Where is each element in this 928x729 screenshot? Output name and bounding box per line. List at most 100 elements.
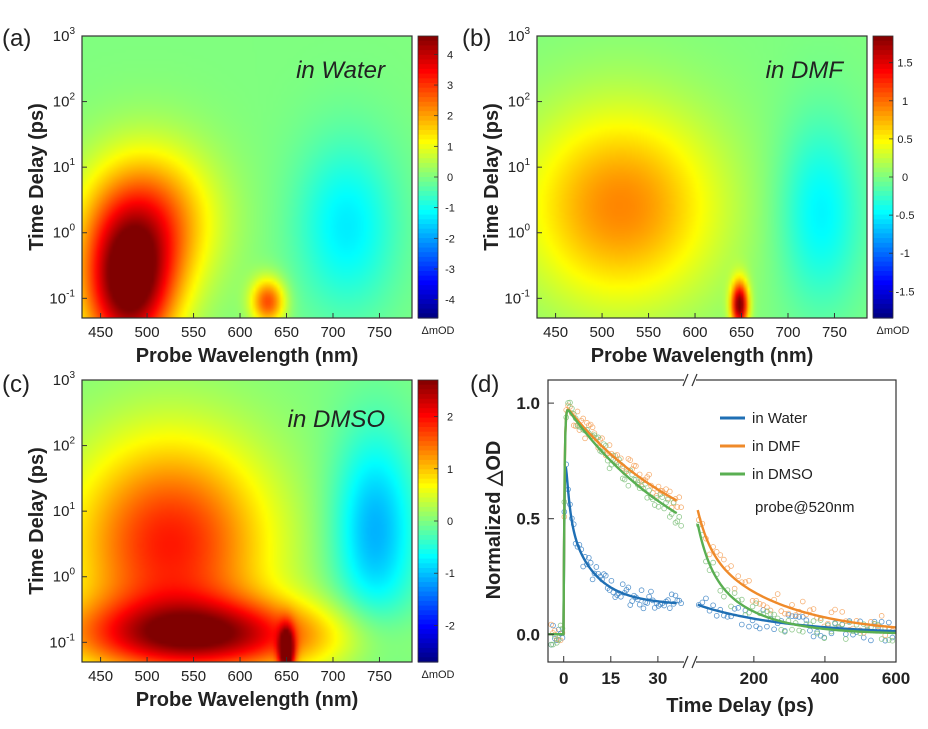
x-ticks-a: 450 500 550 600 650 700 750 bbox=[88, 313, 392, 341]
y-axis-title-d: Normalized △OD bbox=[483, 441, 505, 600]
colorbar-segment-c bbox=[418, 530, 438, 536]
data-point-in-dmso bbox=[668, 511, 675, 517]
colorbar-segment-c bbox=[418, 478, 438, 484]
colorbar-segment-a bbox=[418, 68, 438, 75]
fit-line-right-in-dmf bbox=[696, 509, 897, 629]
panel-b: (b) in DMF 450 500 550 600 650 700 750 10-1100… bbox=[462, 25, 914, 367]
panel-c: (c) in DMSO 450 500 550 600 650 700 750 10-110… bbox=[2, 370, 455, 711]
data-point-in-dmf bbox=[678, 504, 684, 510]
y-tick-label-b: 102 bbox=[508, 92, 531, 111]
colorbar-segment-b bbox=[873, 120, 893, 126]
data-point-in-water bbox=[672, 592, 679, 599]
colorbar-segment-b bbox=[873, 92, 893, 98]
colorbar-segment-a bbox=[418, 252, 438, 258]
colorbar-segment-b bbox=[873, 299, 893, 305]
data-point-in-water bbox=[699, 599, 706, 606]
colorbar-segment-c bbox=[418, 403, 438, 409]
colorbar-segment-b bbox=[873, 167, 893, 173]
colorbar-tick-label-c: -1 bbox=[445, 568, 455, 580]
colorbar-segment-b bbox=[873, 68, 893, 75]
y-tick-label-a: 102 bbox=[53, 92, 76, 111]
colorbar-segment-c bbox=[418, 643, 438, 649]
data-point-in-dmso bbox=[625, 482, 632, 489]
colorbar-segment-b bbox=[873, 233, 893, 239]
colorbar-b: 1.5 1 0.5 0 -0.5 -1 -1.5 bbox=[872, 35, 914, 319]
colorbar-tick-label-a: 4 bbox=[447, 49, 453, 61]
y-tick-label-c: 101 bbox=[53, 501, 76, 520]
colorbar-segment-a bbox=[418, 153, 438, 159]
y-tick-label-c: 100 bbox=[53, 567, 76, 586]
x-tick-label-b: 450 bbox=[543, 324, 568, 341]
y-tick-label-c: 10-1 bbox=[49, 632, 75, 651]
data-point-in-dmso bbox=[644, 494, 651, 501]
colorbar-segment-c bbox=[418, 572, 438, 578]
data-point-in-dmf bbox=[580, 415, 586, 422]
data-point-in-dmso bbox=[832, 621, 838, 627]
colorbar-segment-c bbox=[418, 422, 438, 428]
data-point-in-dmf bbox=[591, 430, 598, 436]
data-point-in-dmf bbox=[721, 556, 727, 563]
colorbar-segment-a bbox=[418, 50, 438, 56]
data-point-in-dmf bbox=[602, 452, 609, 459]
data-point-in-dmso bbox=[721, 593, 727, 600]
colorbar-segment-a bbox=[418, 224, 438, 230]
y-tick-label-a: 100 bbox=[53, 223, 76, 242]
data-point-in-water bbox=[807, 627, 813, 634]
x-axis-title-c: Probe Wavelength (nm) bbox=[136, 689, 359, 711]
data-point-in-water bbox=[828, 630, 835, 637]
colorbar-segment-b bbox=[873, 73, 893, 79]
data-point-in-water bbox=[587, 559, 594, 566]
heatmap-raster-b bbox=[537, 36, 867, 318]
axis-break-mark bbox=[682, 655, 689, 669]
data-point-in-dmf bbox=[742, 579, 749, 585]
x-tick-label-d: 200 bbox=[740, 669, 768, 688]
colorbar-segment-c bbox=[418, 577, 438, 583]
fit-line-right-in-dmso bbox=[696, 523, 897, 635]
colorbar-segment-c bbox=[418, 412, 438, 419]
colorbar-segment-b bbox=[873, 134, 893, 140]
data-point-in-dmf bbox=[653, 492, 660, 499]
data-point-in-water bbox=[638, 587, 645, 593]
data-point-in-dmso bbox=[567, 399, 573, 406]
colorbar-segment-b bbox=[873, 45, 893, 51]
heatmap-raster-c bbox=[82, 380, 412, 662]
heatmap-a bbox=[82, 36, 412, 318]
colorbar-segment-c bbox=[418, 516, 438, 522]
x-tick-label-a: 700 bbox=[320, 324, 345, 341]
colorbar-segment-b bbox=[873, 186, 893, 192]
data-point-in-dmf bbox=[646, 471, 652, 478]
panel-b-letter: (b) bbox=[462, 25, 491, 52]
data-point-in-dmf bbox=[713, 549, 720, 555]
axis-break-gap bbox=[684, 658, 696, 666]
colorbar-segment-a bbox=[418, 158, 438, 164]
colorbar-segment-b bbox=[873, 78, 893, 84]
data-point-in-dmso bbox=[739, 596, 745, 603]
data-point-in-dmf bbox=[810, 606, 817, 612]
y-tick-label-d: 1.0 bbox=[516, 394, 540, 413]
colorbar-segment-c bbox=[418, 553, 438, 560]
data-point-in-water bbox=[710, 602, 716, 609]
y-axis-title-c: Time Delay (ps) bbox=[26, 447, 48, 594]
colorbar-segment-b bbox=[873, 177, 893, 183]
colorbar-segment-a bbox=[418, 54, 438, 61]
colorbar-unit-b: ΔmOD bbox=[876, 325, 909, 337]
data-point-in-dmso bbox=[595, 434, 602, 441]
heatmap-b-frame bbox=[536, 35, 868, 319]
data-point-in-dmf bbox=[614, 452, 620, 458]
data-point-in-water bbox=[589, 576, 596, 583]
y-tick-label-b: 101 bbox=[508, 157, 531, 176]
data-point-in-dmso bbox=[810, 618, 817, 624]
data-point-in-dmf bbox=[828, 609, 835, 616]
colorbar-segment-a bbox=[418, 285, 438, 291]
colorbar-segment-a bbox=[418, 172, 438, 178]
colorbar-segment-b bbox=[873, 289, 893, 296]
colorbar-segment-b bbox=[873, 205, 893, 211]
colorbar-segment-a bbox=[418, 181, 438, 187]
colorbar-segment-a bbox=[418, 111, 438, 117]
data-point-in-water bbox=[860, 634, 867, 641]
panel-a-letter: (a) bbox=[2, 25, 31, 52]
data-point-in-dmf bbox=[595, 444, 602, 451]
colorbar-segment-b bbox=[873, 181, 893, 187]
data-point-in-dmf bbox=[627, 457, 634, 463]
